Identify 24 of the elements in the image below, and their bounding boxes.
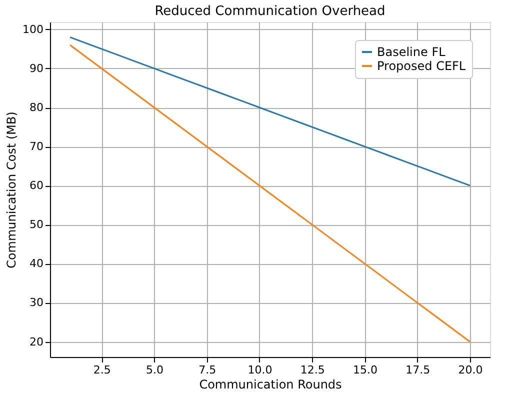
y-axis-title: Communication Cost (MB) — [4, 112, 19, 268]
y-tick-label: 80 — [30, 101, 44, 114]
x-tick-label: 20.0 — [458, 364, 483, 376]
x-tick-label: 5.0 — [146, 364, 164, 376]
x-tick-label: 12.5 — [300, 364, 325, 376]
legend-label: Baseline FL — [377, 45, 446, 59]
x-tick-label: 17.5 — [406, 364, 430, 376]
x-tick-label: 7.5 — [198, 364, 216, 376]
y-tick-label: 70 — [30, 140, 44, 154]
x-tick-label: 2.5 — [93, 364, 111, 376]
x-tick-label: 10.0 — [248, 364, 272, 376]
y-tick-label: 40 — [30, 257, 44, 270]
x-tick-label: 15.0 — [352, 364, 378, 376]
x-axis-title: Communication Rounds — [199, 378, 342, 392]
y-tick-label: 20 — [30, 335, 44, 348]
chart-title: Reduced Communication Overhead — [154, 4, 386, 19]
y-tick-label: 90 — [30, 62, 44, 75]
line-series — [69, 44, 471, 343]
y-tick-label: 100 — [22, 22, 44, 36]
y-tick-label: 60 — [30, 179, 44, 192]
line-series — [69, 36, 471, 186]
legend-label: Proposed CEFL — [377, 59, 466, 73]
y-tick-label: 30 — [30, 296, 44, 310]
y-tick-label: 50 — [30, 218, 44, 232]
